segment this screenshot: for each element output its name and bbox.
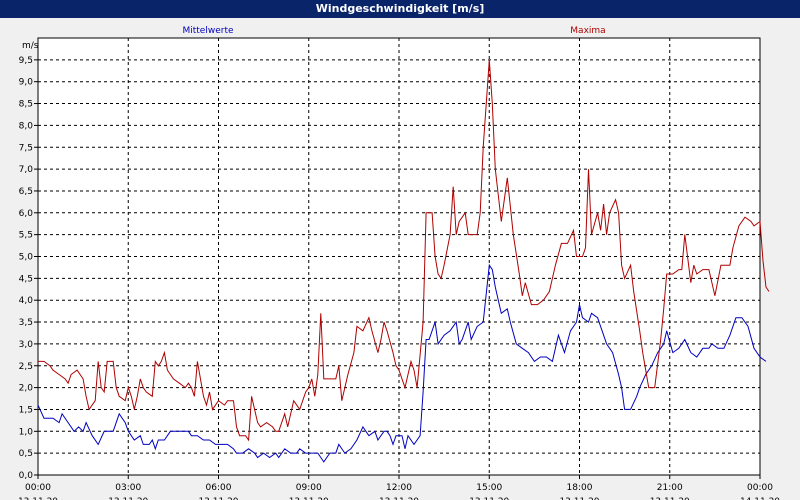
y-tick-label: 7,0 (19, 165, 34, 175)
x-tick-date-label: 13.11.20 (379, 497, 419, 500)
legend-maxima: Maxima (570, 26, 605, 36)
x-tick-time-label: 21:00 (657, 483, 683, 493)
line-chart: 0,0 0,5 1,0 1,5 2,0 2,5 3,0 3,5 4,0 4,5 5,0 5,5 6,0 6… (18, 26, 780, 500)
y-axis-ticks: 0,0 0,5 1,0 1,5 2,0 2,5 3,0 3,5 4,0 4,5 5,0 5,5 6,0 6… (19, 56, 38, 481)
y-tick-label: 7,5 (19, 143, 33, 153)
chart-title: Windgeschwindigkeit [m/s] (0, 0, 800, 18)
y-axis-label: m/s (22, 41, 39, 51)
x-tick-date-label: 13.11.20 (198, 497, 238, 500)
y-tick-label: 2,5 (19, 362, 33, 372)
y-tick-label: 6,5 (19, 187, 33, 197)
x-tick-time-label: 03:00 (115, 483, 141, 493)
y-tick-label: 8,0 (19, 121, 34, 131)
x-tick-date-label: 13.11.20 (289, 497, 329, 500)
series-line-mittelwerte (37, 263, 767, 463)
y-tick-label: 0,5 (19, 449, 33, 459)
y-tick-label: 4,5 (19, 274, 33, 284)
x-tick-time-label: 00:00 (25, 483, 51, 493)
y-tick-label: 3,5 (19, 318, 33, 328)
y-tick-label: 3,0 (19, 340, 34, 350)
grid-lines (38, 38, 760, 475)
x-tick-date-label: 14.11.20 (740, 497, 780, 500)
x-tick-date-label: 13.11.20 (650, 497, 690, 500)
x-tick-date-label: 13.11.20 (469, 497, 509, 500)
y-tick-label: 5,5 (19, 231, 33, 241)
y-tick-label: 1,5 (19, 405, 33, 415)
y-tick-label: 9,0 (19, 78, 34, 88)
y-tick-label: 6,0 (19, 209, 34, 219)
x-axis-ticks: 00:00 13.11.20 03:00 13.11.20 06:00 13.11.20 0… (18, 475, 780, 500)
y-tick-label: 2,0 (19, 384, 34, 394)
y-tick-label: 5,0 (19, 253, 34, 263)
y-tick-label: 4,0 (19, 296, 34, 306)
series-line-maxima (38, 59, 770, 442)
x-tick-time-label: 12:00 (386, 483, 412, 493)
x-tick-time-label: 15:00 (476, 483, 502, 493)
x-tick-time-label: 06:00 (206, 483, 232, 493)
x-tick-time-label: 18:00 (567, 483, 593, 493)
x-tick-time-label: 09:00 (296, 483, 322, 493)
x-tick-time-label: 00:00 (747, 483, 773, 493)
y-tick-label: 1,0 (19, 427, 34, 437)
x-tick-date-label: 13.11.20 (559, 497, 599, 500)
legend-mittelwerte: Mittelwerte (182, 26, 233, 36)
y-tick-label: 9,5 (19, 56, 33, 66)
x-tick-date-label: 13.11.20 (18, 497, 58, 500)
y-tick-label: 8,5 (19, 100, 33, 110)
y-tick-label: 0,0 (19, 471, 34, 481)
series-layer (37, 59, 770, 463)
x-tick-date-label: 13.11.20 (108, 497, 148, 500)
